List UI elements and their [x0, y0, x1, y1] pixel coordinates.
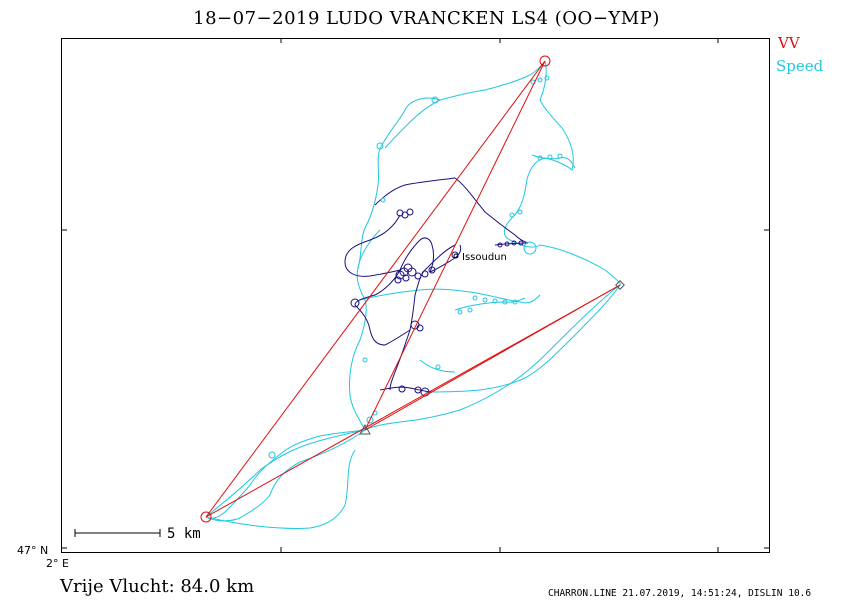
town-label: Issoudun: [462, 252, 507, 263]
turnpoint-north-marker: [539, 55, 551, 67]
speed-circles: [268, 75, 563, 459]
footer-info: CHARRON.LINE 21.07.2019, 14:51:24, DISLI…: [548, 588, 812, 599]
turnpoint-triangle-marker: [359, 423, 371, 435]
page-title: 18−07−2019 LUDO VRANCKEN LS4 (OO−YMP): [193, 8, 660, 29]
distance-summary: Vrije Vlucht: 84.0 km: [60, 576, 255, 597]
legend-speed: Speed: [776, 57, 824, 75]
legend-vv: VV: [778, 34, 800, 52]
axis-ticks: [61, 38, 769, 552]
scale-label: 5 km: [167, 526, 201, 542]
turnpoint-square-marker: [615, 280, 625, 290]
longitude-label: 2° E: [46, 557, 69, 570]
task-lines: [205, 60, 621, 518]
latitude-label: 47° N: [17, 544, 49, 557]
speed-track: [205, 60, 621, 529]
start-point-marker: [200, 511, 212, 523]
map-border: [61, 38, 770, 553]
town-marker: [453, 253, 459, 259]
climb-circles: [350, 208, 524, 397]
scale-bar: [74, 529, 161, 537]
